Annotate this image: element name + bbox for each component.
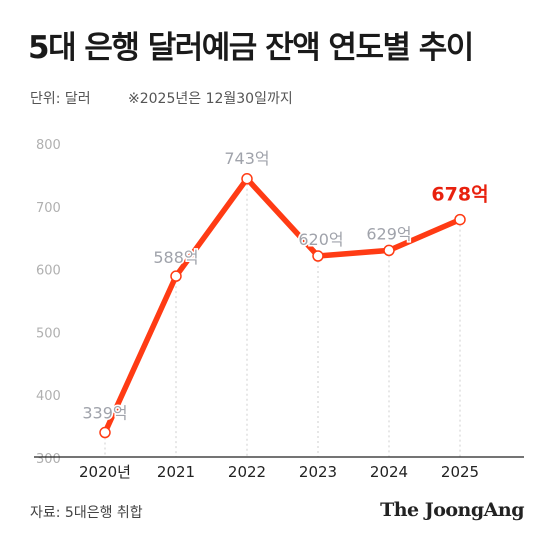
y-tick-label-400: 400 bbox=[36, 389, 61, 404]
data-label-1: 588억 bbox=[153, 248, 198, 267]
guide-lines bbox=[104, 178, 461, 457]
data-point-2 bbox=[241, 173, 253, 185]
x-tick-label-4: 2024 bbox=[370, 463, 408, 481]
data-points bbox=[99, 173, 466, 439]
y-tick-label-600: 600 bbox=[36, 264, 61, 279]
data-label-0: 339억 bbox=[82, 404, 127, 423]
unit-label: 단위: 달러 bbox=[30, 91, 91, 107]
data-label-5: 678억 bbox=[431, 184, 488, 206]
x-tick-label-3: 2023 bbox=[299, 463, 337, 481]
y-tick-label-700: 700 bbox=[36, 201, 61, 216]
series-line bbox=[102, 176, 463, 436]
data-label-3: 620억 bbox=[298, 230, 343, 249]
series-line-layer bbox=[102, 176, 463, 436]
x-tick-label-2: 2022 bbox=[228, 463, 266, 481]
date-note: ※2025년은 12월30일까지 bbox=[128, 91, 293, 107]
data-point-1 bbox=[170, 270, 182, 282]
data-label-4: 629억 bbox=[366, 224, 411, 243]
data-point-3 bbox=[312, 250, 324, 262]
x-axis: 2020년 2021 2022 2023 2024 2025 bbox=[79, 463, 479, 481]
x-tick-label-0: 2020년 bbox=[79, 463, 131, 481]
data-point-4 bbox=[383, 244, 395, 257]
y-tick-label-800: 800 bbox=[36, 138, 61, 153]
y-tick-label-300: 300 bbox=[36, 452, 61, 467]
y-tick-label-500: 500 bbox=[36, 326, 61, 341]
y-axis: 300 400 500 600 700 800 bbox=[36, 138, 61, 467]
data-label-2: 743억 bbox=[224, 149, 269, 168]
data-point-0 bbox=[99, 426, 111, 439]
data-labels: 339억 588억 743억 620억 629억 678억 bbox=[81, 147, 490, 424]
data-point-5 bbox=[454, 213, 466, 226]
source-note: 자료: 5대은행 취합 bbox=[30, 505, 143, 521]
x-tick-label-1: 2021 bbox=[157, 463, 195, 481]
x-tick-label-5: 2025 bbox=[441, 463, 479, 481]
chart-title: 5대 은행 달러예금 잔액 연도별 추이 bbox=[28, 30, 474, 66]
publisher-logo: The JoongAng bbox=[380, 499, 524, 521]
